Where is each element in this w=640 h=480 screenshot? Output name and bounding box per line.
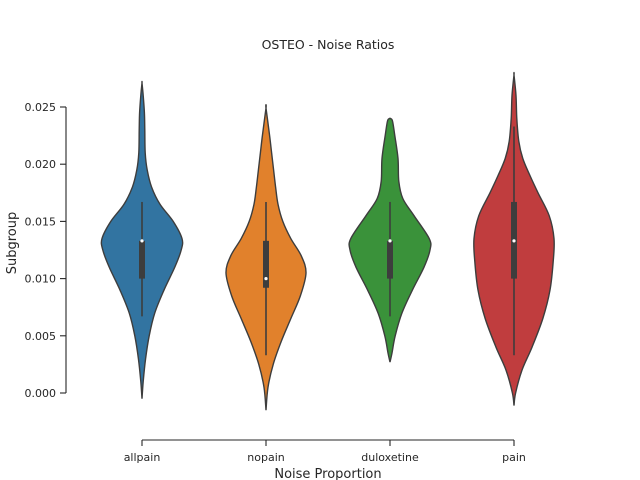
violins xyxy=(100,71,555,411)
y-tick-label: 0.025 xyxy=(25,101,57,114)
y-tick-label: 0.005 xyxy=(25,330,57,343)
y-axis-label: Subgroup xyxy=(5,212,20,275)
violin-box-nopain xyxy=(263,240,269,288)
violin-box-duloxetine xyxy=(387,240,393,279)
x-tick-label: nopain xyxy=(247,451,284,464)
violin-median-nopain xyxy=(264,277,268,281)
chart-title: OSTEO - Noise Ratios xyxy=(262,37,395,52)
x-tick-label: allpain xyxy=(124,451,161,464)
violin-duloxetine xyxy=(348,117,432,363)
violin-nopain xyxy=(225,104,307,411)
violin-allpain xyxy=(100,80,184,399)
violin-median-duloxetine xyxy=(388,239,392,243)
x-tick-label: duloxetine xyxy=(361,451,419,464)
y-tick-label: 0.000 xyxy=(25,387,57,400)
x-axis: allpain nopain duloxetine pain xyxy=(124,439,526,464)
x-axis-label: Noise Proportion xyxy=(274,467,381,480)
violin-median-allpain xyxy=(140,239,144,243)
x-tick-label: pain xyxy=(502,451,526,464)
violin-pain xyxy=(473,71,555,406)
violin-box-allpain xyxy=(139,240,145,279)
violin-median-pain xyxy=(512,239,516,243)
y-tick-label: 0.015 xyxy=(25,215,57,228)
y-tick-label: 0.020 xyxy=(25,158,57,171)
y-axis: 0.000 0.005 0.010 0.015 0.020 0.025 xyxy=(25,101,67,400)
y-tick-label: 0.010 xyxy=(25,273,57,286)
